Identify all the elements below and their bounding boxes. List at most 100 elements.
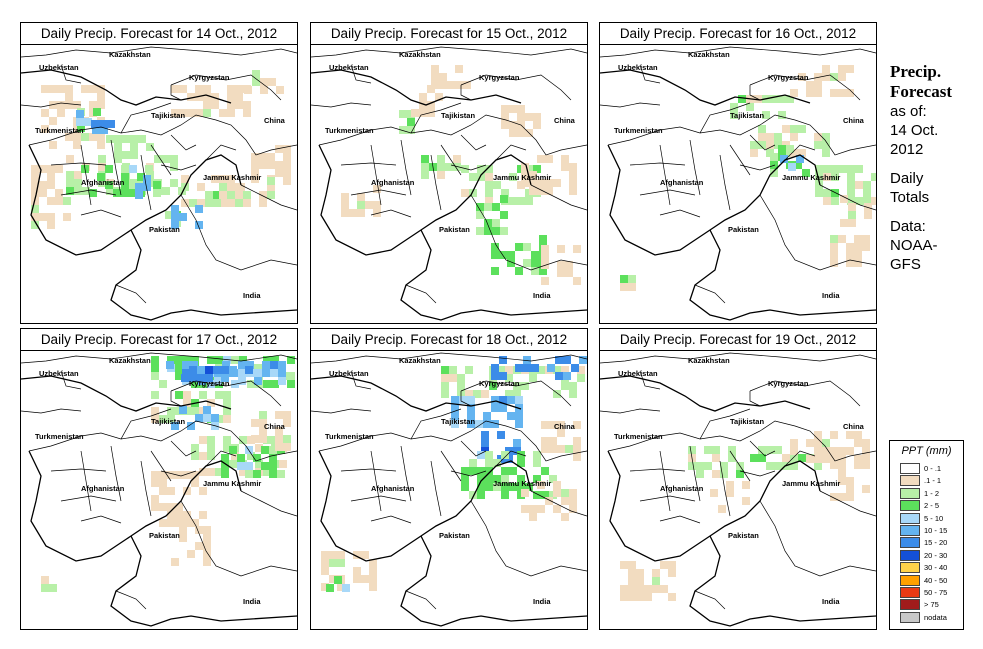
precip-cell <box>521 171 529 179</box>
precip-cell <box>507 251 515 259</box>
legend-swatch <box>900 475 920 487</box>
map-label-kyrgyzstan: Kyrgyzstan <box>768 73 809 82</box>
precip-cell <box>66 155 74 163</box>
precip-cell <box>477 491 485 499</box>
precip-cell <box>501 189 509 197</box>
precip-cell <box>628 275 636 283</box>
precip-cell <box>259 153 267 161</box>
precip-cell <box>190 361 198 369</box>
precip-cell <box>98 179 106 187</box>
precip-cell <box>63 213 71 221</box>
precip-cell <box>435 93 443 101</box>
border-line <box>400 445 412 502</box>
map-label-turkmenistan: Turkmenistan <box>614 126 663 135</box>
border-line <box>21 375 232 412</box>
border-line <box>21 352 297 364</box>
precip-cell <box>419 93 427 101</box>
precip-cell <box>492 227 500 235</box>
precip-cell <box>469 173 477 181</box>
precip-cells <box>41 356 295 592</box>
precip-cell <box>461 165 469 173</box>
precip-cell <box>485 197 493 205</box>
border-line <box>749 134 776 151</box>
precip-cell <box>541 467 549 475</box>
border-line <box>160 470 197 477</box>
precip-cell <box>263 356 271 364</box>
precip-map-17-oct: Kazakhstan Uzbekistan Kyrgyzstan Tajikistan… <box>21 352 297 627</box>
forecast-panel-17-oct: Daily Precip. Forecast for 17 Oct., 2012… <box>20 328 298 630</box>
border-line <box>505 119 587 156</box>
precip-cell <box>822 65 830 73</box>
precip-cell <box>151 503 159 511</box>
map-label-uzbekistan: Uzbekistan <box>618 63 658 72</box>
precip-cell <box>620 561 628 569</box>
precip-cell <box>531 259 539 267</box>
precip-cell <box>106 135 114 143</box>
precip-cell <box>66 187 74 195</box>
precip-cell <box>766 446 774 454</box>
precip-cell <box>501 483 509 491</box>
precip-cell <box>493 459 501 467</box>
precip-cell <box>848 219 856 227</box>
precip-cell <box>830 461 838 469</box>
precip-cell <box>49 101 57 109</box>
precip-cell <box>369 567 377 575</box>
precip-cell <box>203 93 211 101</box>
border-line <box>400 535 587 627</box>
precip-cell <box>565 269 573 277</box>
precip-cell <box>862 485 870 493</box>
precip-cell <box>814 455 822 463</box>
panel-title: Daily Precip. Forecast for 16 Oct., 2012 <box>600 23 876 45</box>
precip-cell <box>167 511 175 519</box>
precip-cell <box>195 414 203 422</box>
map-label-afghanistan: Afghanistan <box>660 178 704 187</box>
precip-cell <box>459 396 467 404</box>
precip-cell <box>239 468 247 476</box>
precip-cell <box>814 431 822 439</box>
precip-cell <box>97 85 105 93</box>
map-label-india: India <box>822 597 840 606</box>
precip-cell <box>465 390 473 398</box>
precip-cell <box>92 126 100 134</box>
precip-cell <box>854 461 862 469</box>
precip-cell <box>780 155 788 163</box>
precip-cell <box>227 199 235 207</box>
precip-cell <box>31 165 39 173</box>
precip-cell <box>485 165 493 173</box>
map-label-kazakhstan: Kazakhstan <box>688 50 730 59</box>
precip-cell <box>515 267 523 275</box>
precip-cell <box>221 462 229 470</box>
precip-cell <box>863 189 871 197</box>
precip-cell <box>549 475 557 483</box>
precip-cell <box>864 211 872 219</box>
precip-cell <box>441 390 449 398</box>
precip-cell <box>326 584 334 592</box>
precip-cell <box>267 191 275 199</box>
precip-cell <box>557 445 565 453</box>
precip-cell <box>167 407 175 415</box>
map-label-turkmenistan: Turkmenistan <box>614 432 663 441</box>
precip-cell <box>778 145 786 153</box>
border-line <box>400 229 587 321</box>
precip-cell <box>505 374 513 382</box>
precip-cell <box>750 149 758 157</box>
precip-cell <box>260 78 268 86</box>
precip-cell <box>476 227 484 235</box>
precip-cell <box>195 221 203 229</box>
precip-cell <box>235 191 243 199</box>
precip-cell <box>275 411 283 419</box>
precip-cell <box>235 101 243 109</box>
precip-cell <box>465 366 473 374</box>
precip-cell <box>485 459 493 467</box>
precip-cell <box>854 251 862 259</box>
precip-cell <box>463 81 471 89</box>
precip-cell <box>738 95 746 103</box>
border-line <box>170 440 197 457</box>
precip-cell <box>170 163 178 171</box>
country-borders <box>600 46 876 321</box>
border-line <box>180 194 297 271</box>
precip-cell <box>287 356 295 364</box>
precip-cell <box>798 73 806 81</box>
precip-cell <box>796 155 804 163</box>
precip-cell <box>167 356 175 364</box>
